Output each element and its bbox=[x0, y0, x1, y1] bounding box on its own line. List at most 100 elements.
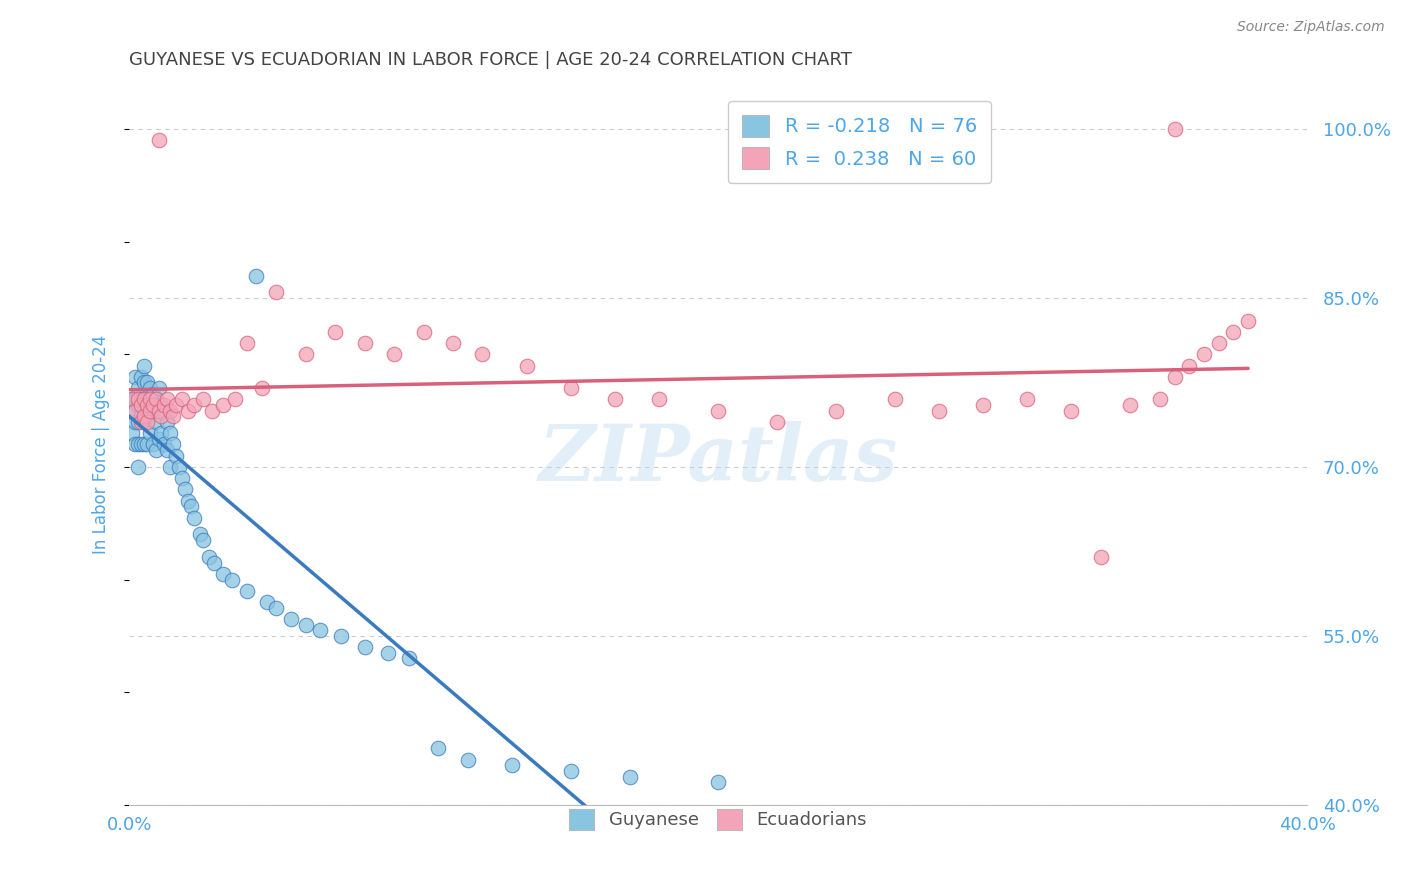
Point bbox=[972, 398, 994, 412]
Point bbox=[153, 403, 176, 417]
Point bbox=[236, 583, 259, 598]
Point bbox=[197, 549, 219, 564]
Point bbox=[162, 437, 184, 451]
Point bbox=[382, 347, 405, 361]
Point bbox=[121, 426, 143, 441]
Point bbox=[1163, 122, 1185, 136]
Point bbox=[309, 623, 332, 637]
Point bbox=[174, 483, 197, 497]
Point bbox=[148, 381, 170, 395]
Point bbox=[159, 426, 181, 441]
Point bbox=[135, 392, 157, 407]
Point bbox=[156, 392, 179, 407]
Point bbox=[266, 285, 288, 300]
Point bbox=[162, 409, 184, 424]
Point bbox=[127, 437, 149, 451]
Point bbox=[648, 392, 671, 407]
Point bbox=[132, 392, 155, 407]
Point bbox=[200, 403, 222, 417]
Point bbox=[129, 398, 152, 412]
Point bbox=[148, 403, 170, 417]
Point bbox=[138, 403, 160, 417]
Point bbox=[135, 376, 157, 390]
Point bbox=[135, 409, 157, 424]
Point bbox=[138, 392, 160, 407]
Point bbox=[124, 437, 146, 451]
Point bbox=[165, 398, 187, 412]
Point bbox=[928, 403, 950, 417]
Point bbox=[224, 392, 246, 407]
Point bbox=[1178, 359, 1201, 373]
Point bbox=[121, 392, 143, 407]
Point bbox=[266, 600, 288, 615]
Point bbox=[127, 392, 149, 407]
Point bbox=[121, 392, 143, 407]
Point bbox=[177, 403, 200, 417]
Point bbox=[501, 758, 523, 772]
Point bbox=[135, 437, 157, 451]
Point bbox=[236, 336, 259, 351]
Point bbox=[129, 392, 152, 407]
Point bbox=[124, 369, 146, 384]
Point bbox=[204, 556, 226, 570]
Point bbox=[177, 493, 200, 508]
Point bbox=[150, 409, 173, 424]
Point bbox=[127, 381, 149, 395]
Point bbox=[142, 403, 165, 417]
Point bbox=[1090, 549, 1112, 564]
Point bbox=[148, 403, 170, 417]
Y-axis label: In Labor Force | Age 20-24: In Labor Force | Age 20-24 bbox=[93, 334, 110, 554]
Point bbox=[138, 381, 160, 395]
Point bbox=[294, 347, 316, 361]
Point bbox=[824, 403, 846, 417]
Point bbox=[129, 415, 152, 429]
Point bbox=[221, 573, 243, 587]
Point bbox=[129, 437, 152, 451]
Point bbox=[129, 369, 152, 384]
Point bbox=[142, 398, 165, 412]
Point bbox=[766, 415, 789, 429]
Point bbox=[1163, 369, 1185, 384]
Point bbox=[183, 510, 205, 524]
Point bbox=[707, 403, 730, 417]
Point bbox=[471, 347, 494, 361]
Point bbox=[1208, 336, 1230, 351]
Point bbox=[707, 775, 730, 789]
Point bbox=[145, 415, 167, 429]
Point bbox=[142, 437, 165, 451]
Point bbox=[183, 398, 205, 412]
Point bbox=[212, 398, 235, 412]
Point bbox=[441, 336, 464, 351]
Point bbox=[121, 403, 143, 417]
Point bbox=[150, 426, 173, 441]
Point bbox=[150, 398, 173, 412]
Point bbox=[156, 443, 179, 458]
Text: Source: ZipAtlas.com: Source: ZipAtlas.com bbox=[1237, 20, 1385, 34]
Point bbox=[330, 629, 353, 643]
Point bbox=[145, 392, 167, 407]
Point bbox=[1192, 347, 1215, 361]
Point bbox=[167, 459, 190, 474]
Point bbox=[132, 415, 155, 429]
Point bbox=[148, 133, 170, 147]
Point bbox=[294, 617, 316, 632]
Point bbox=[427, 741, 450, 756]
Point bbox=[250, 381, 273, 395]
Point bbox=[377, 646, 399, 660]
Point bbox=[398, 651, 420, 665]
Point bbox=[560, 764, 582, 778]
Point bbox=[245, 268, 267, 283]
Point bbox=[159, 403, 181, 417]
Point bbox=[256, 595, 278, 609]
Point bbox=[127, 415, 149, 429]
Point bbox=[353, 640, 375, 654]
Point bbox=[191, 533, 214, 547]
Point bbox=[212, 566, 235, 581]
Point bbox=[172, 392, 194, 407]
Point bbox=[148, 432, 170, 446]
Point bbox=[1119, 398, 1142, 412]
Point bbox=[412, 325, 434, 339]
Point bbox=[603, 392, 626, 407]
Point bbox=[180, 500, 202, 514]
Point bbox=[165, 449, 187, 463]
